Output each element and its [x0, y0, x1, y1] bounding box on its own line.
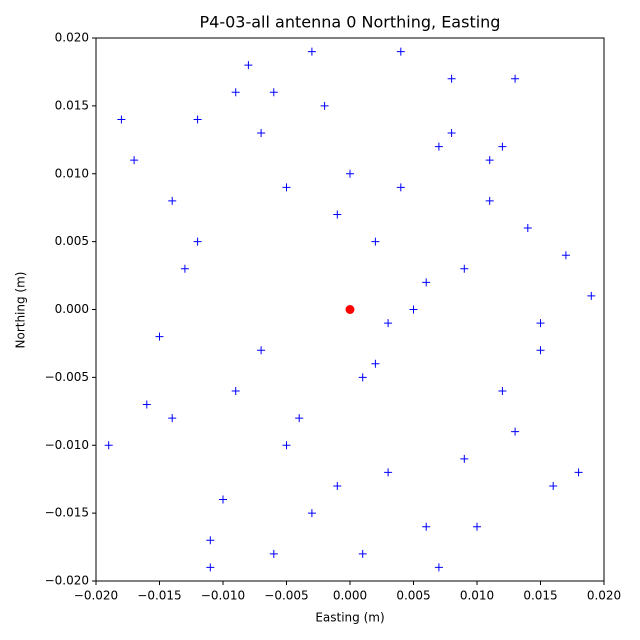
x-tick-label: −0.005 — [264, 589, 308, 603]
point — [168, 414, 177, 423]
point — [409, 305, 418, 314]
y-tick-label: −0.020 — [45, 574, 89, 588]
y-axis-label: Northing (m) — [14, 272, 28, 349]
point — [333, 481, 342, 490]
point — [117, 115, 126, 124]
x-tick-label: 0.010 — [460, 589, 494, 603]
point — [396, 47, 405, 56]
point — [434, 563, 443, 572]
point — [549, 481, 558, 490]
point — [155, 332, 164, 341]
point — [574, 468, 583, 477]
point — [206, 563, 215, 572]
x-tick-label: −0.015 — [137, 589, 181, 603]
point — [460, 454, 469, 463]
y-tick-label: 0.005 — [55, 234, 89, 248]
point — [498, 142, 507, 151]
point — [320, 101, 329, 110]
point — [473, 522, 481, 531]
point — [231, 88, 240, 97]
point — [282, 183, 291, 192]
x-tick-label: 0.000 — [333, 589, 367, 603]
x-tick-label: −0.010 — [201, 589, 245, 603]
point — [384, 468, 393, 477]
y-tick-label: 0.015 — [55, 98, 89, 112]
point — [269, 88, 278, 97]
point — [168, 196, 177, 205]
x-tick-label: −0.020 — [74, 589, 118, 603]
point — [460, 264, 469, 273]
x-tick-label: 0.020 — [587, 589, 621, 603]
point — [257, 129, 266, 138]
point — [358, 373, 367, 382]
y-tick-label: 0.010 — [55, 166, 89, 180]
point — [434, 142, 443, 151]
point — [307, 47, 316, 56]
point — [536, 319, 545, 328]
x-tick-label: 0.015 — [523, 589, 557, 603]
point — [231, 386, 240, 395]
x-axis-label: Easting (m) — [315, 611, 384, 625]
point — [244, 61, 253, 70]
point — [587, 291, 596, 300]
point — [523, 224, 532, 233]
point — [104, 441, 113, 450]
point — [396, 183, 405, 192]
point — [447, 129, 456, 138]
y-tick-label: −0.010 — [45, 438, 89, 452]
x-tick-label: 0.005 — [396, 589, 430, 603]
y-tick-label: 0.000 — [55, 302, 89, 316]
y-tick-label: −0.015 — [45, 506, 89, 520]
point — [206, 536, 215, 545]
point — [193, 115, 202, 124]
point — [536, 346, 545, 355]
point — [282, 441, 291, 450]
point — [346, 169, 354, 178]
point — [269, 549, 278, 558]
point — [219, 495, 227, 504]
point — [422, 522, 431, 531]
point — [384, 319, 393, 328]
y-tick-label: −0.005 — [45, 370, 89, 384]
point — [422, 278, 431, 287]
point — [498, 386, 507, 395]
point — [447, 74, 456, 83]
chart-title: P4-03-all antenna 0 Northing, Easting — [200, 13, 501, 32]
point — [180, 264, 189, 273]
point — [345, 305, 355, 314]
point — [333, 210, 342, 219]
point — [371, 237, 380, 246]
point — [257, 346, 266, 355]
y-tick-label: 0.020 — [55, 31, 89, 45]
point — [130, 156, 139, 165]
point — [307, 509, 316, 518]
point — [371, 359, 380, 368]
point — [142, 400, 151, 409]
point — [193, 237, 202, 246]
point — [485, 156, 494, 165]
point — [511, 427, 520, 436]
point — [561, 251, 570, 260]
point — [295, 414, 304, 423]
point — [358, 549, 367, 558]
point — [511, 74, 520, 83]
point — [485, 196, 494, 205]
